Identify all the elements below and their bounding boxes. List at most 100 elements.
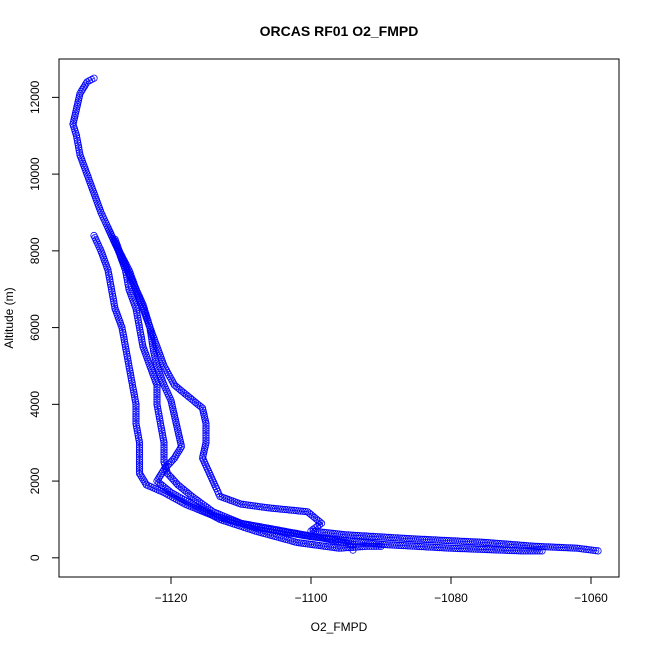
data-point [129, 383, 137, 392]
data-point [160, 453, 168, 461]
data-point [139, 340, 147, 348]
data-point [472, 545, 480, 553]
data-point [160, 448, 168, 456]
data-point [283, 506, 291, 514]
data-point [123, 352, 131, 360]
data-point [483, 545, 491, 554]
data-point [585, 546, 593, 554]
data-point [393, 541, 401, 549]
data-point [536, 547, 544, 555]
data-point [463, 545, 471, 553]
data-point [378, 533, 386, 541]
data-point [167, 375, 175, 383]
data-point [81, 82, 89, 90]
data-point [135, 458, 144, 466]
data-point [120, 333, 128, 341]
data-point [135, 436, 143, 444]
data-point [130, 388, 138, 396]
data-point [322, 542, 330, 551]
data-point [174, 448, 182, 456]
data-point [138, 473, 146, 481]
data-point [157, 422, 165, 430]
data-point [110, 297, 118, 305]
data-point [132, 419, 140, 428]
data-point [302, 532, 311, 540]
data-point [263, 503, 271, 512]
data-point [135, 443, 144, 452]
data-point [146, 323, 154, 332]
data-point [269, 504, 278, 512]
data-point [153, 400, 161, 408]
data-point [156, 417, 164, 425]
data-point [490, 546, 498, 554]
data-point [118, 323, 126, 332]
data-point [155, 473, 163, 481]
data-point [436, 543, 444, 552]
data-point [447, 544, 455, 552]
data-point [155, 412, 163, 420]
data-point [276, 505, 284, 513]
chart-title: ORCAS RF01 O2_FMPD [260, 23, 419, 39]
data-point [319, 542, 328, 550]
data-point [131, 395, 139, 404]
data-point [440, 544, 448, 552]
data-point [369, 532, 377, 541]
data-point [177, 442, 186, 451]
data-point [74, 141, 82, 149]
data-point [148, 340, 156, 348]
data-point [302, 540, 310, 548]
data-point [176, 444, 184, 453]
data-point [125, 359, 133, 368]
data-point [351, 531, 359, 539]
data-point [258, 503, 266, 511]
data-point [104, 268, 113, 276]
data-point [158, 427, 166, 435]
data-point [404, 542, 412, 550]
data-point [580, 545, 588, 553]
data-point [396, 534, 404, 542]
data-point [159, 467, 167, 476]
data-point [134, 316, 142, 324]
data-point [397, 541, 405, 550]
data-point [278, 505, 287, 513]
data-point [160, 446, 168, 454]
series-2 [90, 231, 546, 555]
data-point [73, 136, 82, 145]
data-point [299, 539, 308, 548]
data-point [160, 455, 168, 464]
data-point [190, 501, 198, 509]
data-point [242, 501, 250, 509]
y-tick-label: 8000 [28, 237, 42, 264]
data-point [346, 531, 355, 539]
data-point [72, 132, 81, 140]
data-point [121, 338, 129, 346]
data-point [173, 450, 181, 458]
data-point [156, 419, 165, 428]
data-point [119, 331, 127, 339]
data-point [136, 326, 144, 334]
data-point [149, 342, 157, 350]
data-point [582, 545, 590, 554]
data-point [365, 542, 373, 550]
data-point [415, 542, 423, 551]
data-point [344, 543, 352, 552]
data-point [135, 446, 144, 454]
data-point [129, 386, 137, 394]
data-point [451, 544, 460, 553]
data-point [594, 547, 602, 555]
data-point [202, 424, 210, 432]
data-point [134, 314, 142, 322]
data-point [294, 507, 302, 515]
data-point [391, 534, 400, 542]
series-line [93, 235, 542, 552]
data-point [575, 544, 583, 553]
data-point [208, 511, 216, 519]
data-point [135, 321, 143, 329]
data-point [474, 545, 482, 553]
data-point [156, 415, 164, 423]
data-point [146, 326, 154, 334]
data-point [194, 503, 202, 511]
data-point [531, 547, 539, 555]
data-point [138, 338, 146, 346]
y-axis: 0 2000 4000 6000 8000 10000 12000 [28, 80, 60, 561]
